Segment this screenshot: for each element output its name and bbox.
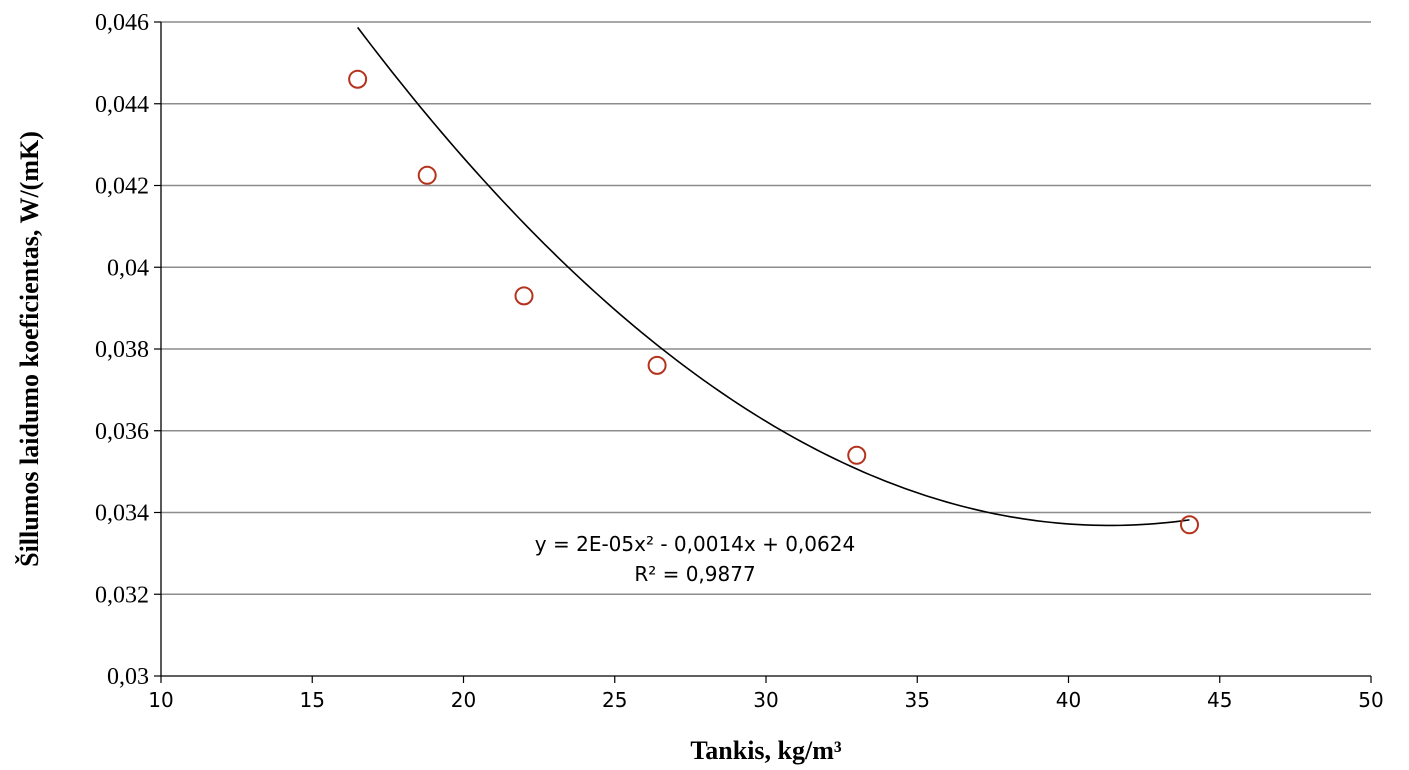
data-point	[847, 445, 867, 465]
x-tick-label: 15	[300, 688, 325, 712]
axes	[154, 21, 1372, 683]
y-tick-label: 0,038	[95, 337, 149, 363]
trendline-r-squared: R² = 0,9877	[634, 562, 755, 586]
data-points	[348, 69, 1199, 535]
y-tick-label: 0,034	[95, 501, 149, 527]
y-tick-label: 0,042	[95, 174, 149, 200]
x-tick-label: 20	[451, 688, 476, 712]
data-point	[417, 165, 437, 185]
x-tick-label: 35	[905, 688, 930, 712]
data-point	[1180, 515, 1199, 535]
x-tick-label: 25	[602, 688, 627, 712]
data-point	[647, 355, 667, 375]
trendline-curve	[356, 26, 1190, 527]
y-tick-label: 0,03	[107, 664, 149, 690]
x-tick-label: 45	[1207, 688, 1232, 712]
y-tick-label: 0,046	[95, 10, 149, 36]
y-tick-label: 0,04	[107, 255, 149, 281]
x-tick-label: 40	[1056, 688, 1081, 712]
x-tick-label: 50	[1358, 688, 1383, 712]
y-tick-label: 0,032	[95, 582, 149, 608]
trendline-equation: y = 2E-05x² - 0,0014x + 0,0624	[535, 532, 855, 556]
x-axis-title: Tankis, kg/m³	[690, 736, 842, 765]
data-point	[514, 286, 534, 306]
y-tick-label: 0,044	[95, 92, 149, 118]
data-point	[348, 69, 368, 89]
x-tick-label: 10	[148, 688, 173, 712]
y-axis-title: Šillumos laidumo koeficientas, W/(mK)	[15, 131, 44, 567]
grid-lines	[161, 21, 1371, 595]
y-tick-label: 0,036	[95, 419, 149, 445]
x-tick-label: 30	[753, 688, 778, 712]
tick-labels: 0,03 0,032 0,034 0,036 0,038 0,04 0,042 0,044 0,…	[95, 10, 1384, 712]
